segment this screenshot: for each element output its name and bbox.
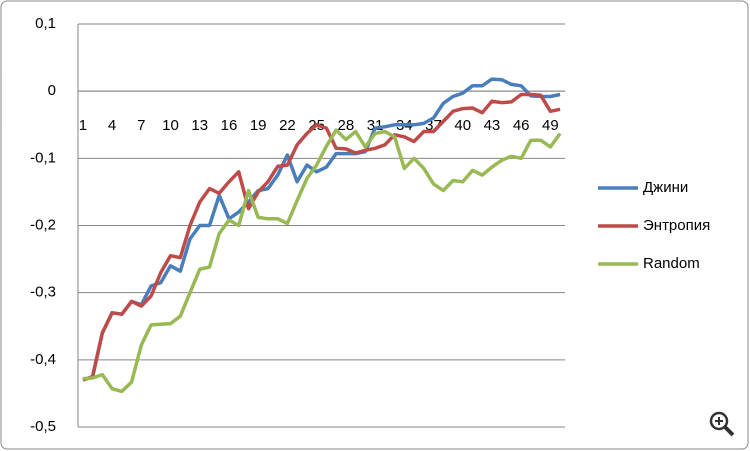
series-line bbox=[82, 92, 561, 382]
y-tick-label: 0 bbox=[48, 82, 56, 99]
legend-label: Random bbox=[643, 255, 700, 272]
x-tick-label: 19 bbox=[250, 117, 267, 134]
series-line bbox=[82, 128, 562, 394]
y-tick-label: 0,1 bbox=[35, 15, 56, 32]
y-tick-label: -0,3 bbox=[30, 284, 56, 301]
x-tick-label: 16 bbox=[221, 117, 238, 134]
x-tick-label: 31 bbox=[367, 117, 384, 134]
x-tick-label: 13 bbox=[191, 117, 208, 134]
series-line bbox=[82, 77, 561, 382]
x-tick-label: 10 bbox=[162, 117, 179, 134]
legend-label: Энтропия bbox=[643, 217, 710, 234]
x-tick-label: 43 bbox=[484, 117, 501, 134]
x-tick-label: 4 bbox=[108, 117, 116, 134]
y-tick-label: -0,1 bbox=[30, 149, 56, 166]
zoom-icon[interactable] bbox=[709, 411, 735, 437]
y-tick-label: -0,5 bbox=[30, 418, 56, 435]
x-tick-label: 7 bbox=[137, 117, 145, 134]
y-tick-label: -0,2 bbox=[30, 216, 56, 233]
legend-label: Джини bbox=[643, 179, 688, 196]
x-tick-label: 46 bbox=[513, 117, 530, 134]
x-tick-label: 49 bbox=[542, 117, 559, 134]
x-tick-label: 40 bbox=[454, 117, 471, 134]
x-tick-label: 1 bbox=[79, 117, 87, 134]
y-tick-label: -0,4 bbox=[30, 351, 56, 368]
x-tick-label: 22 bbox=[279, 117, 296, 134]
x-tick-label: 28 bbox=[338, 117, 355, 134]
